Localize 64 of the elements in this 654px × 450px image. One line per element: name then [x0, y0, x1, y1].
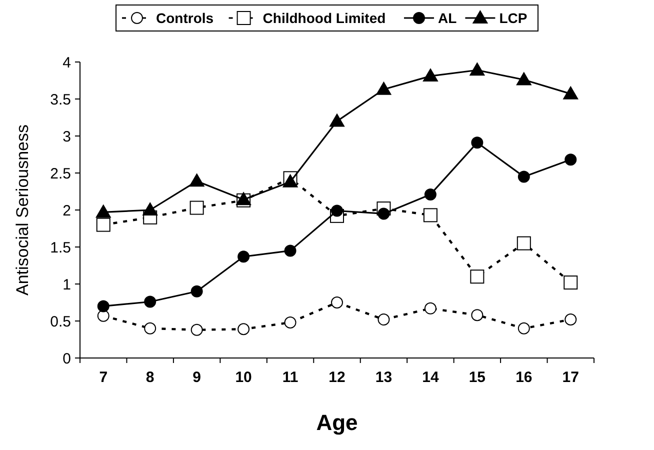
point — [97, 310, 110, 322]
y-tick-label: 1.5 — [50, 239, 71, 256]
point — [282, 174, 298, 188]
point — [144, 296, 156, 308]
point — [424, 302, 436, 314]
point — [516, 236, 531, 250]
point — [378, 208, 390, 220]
point — [331, 296, 343, 308]
x-tick-label: 16 — [516, 369, 532, 386]
legend-label: Controls — [156, 10, 214, 26]
x-tick-label: 15 — [468, 369, 486, 386]
point — [471, 309, 484, 322]
point — [331, 204, 343, 217]
x-tick-label: 11 — [282, 369, 298, 386]
y-tick-label: 2 — [62, 202, 71, 220]
x-tick-label: 13 — [375, 369, 392, 386]
point — [563, 86, 578, 100]
point — [142, 202, 158, 216]
point — [424, 188, 436, 200]
point — [378, 314, 390, 326]
x-tick-label: 9 — [192, 369, 201, 386]
point — [96, 218, 110, 232]
x-tick-label: 17 — [562, 369, 579, 386]
point — [190, 285, 203, 298]
x-axis-title: Age — [316, 410, 358, 435]
y-tick-label: 0 — [62, 350, 71, 368]
legend-label: Childhood Limited — [262, 10, 386, 26]
x-tick-label: 7 — [99, 369, 108, 386]
point — [190, 200, 204, 215]
point — [422, 68, 438, 82]
y-tick-label: 1 — [62, 276, 71, 294]
y-tick-label: 2.5 — [50, 165, 71, 182]
point — [238, 250, 250, 263]
point — [564, 276, 578, 290]
point — [518, 170, 530, 183]
x-tick-label: 8 — [146, 369, 154, 386]
y-tick-label: 0.5 — [50, 313, 71, 330]
point — [189, 174, 204, 187]
y-axis-title: Antisocial Seriousness — [13, 124, 32, 296]
point — [96, 204, 111, 218]
point — [190, 324, 203, 336]
point — [516, 72, 532, 86]
x-tick-label: 12 — [328, 369, 346, 386]
point — [284, 316, 296, 328]
x-tick-label: 14 — [422, 369, 440, 386]
point — [470, 270, 484, 284]
point — [423, 208, 438, 222]
point — [564, 314, 577, 326]
point — [97, 300, 110, 312]
point — [471, 136, 484, 149]
legend-label: LCP — [499, 10, 528, 26]
point — [376, 82, 392, 95]
point — [518, 322, 530, 334]
point — [564, 154, 577, 166]
y-tick-label: 3 — [62, 128, 71, 146]
point — [470, 62, 485, 76]
point — [330, 114, 344, 127]
point — [238, 323, 250, 336]
point — [144, 322, 156, 334]
legend-label: AL — [438, 10, 458, 26]
y-tick-label: 4 — [62, 54, 71, 72]
y-tick-label: 3.5 — [50, 91, 71, 108]
point — [284, 244, 296, 257]
x-tick-label: 10 — [235, 369, 252, 386]
